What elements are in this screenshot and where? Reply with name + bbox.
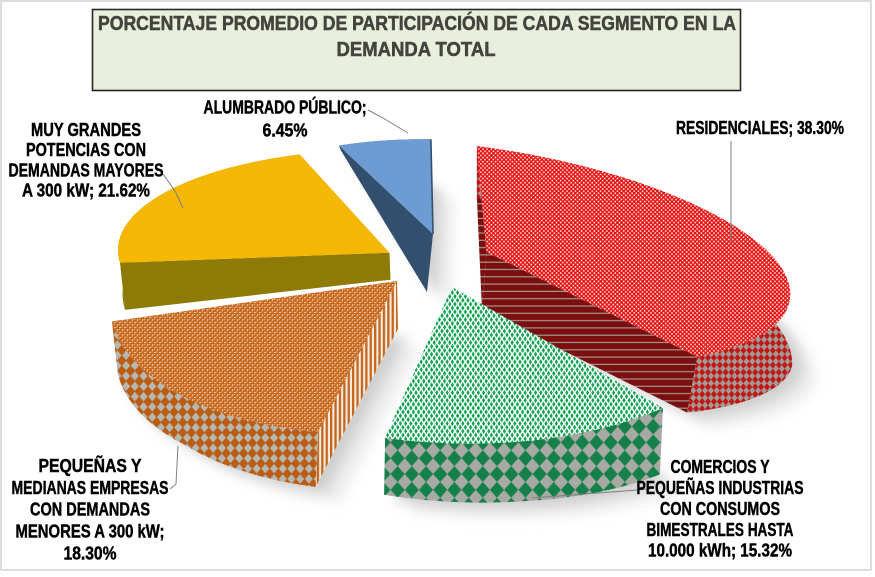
svg-text:POTENCIAS CON: POTENCIAS CON — [26, 140, 146, 160]
svg-text:6.45%: 6.45% — [263, 121, 308, 141]
svg-text:DEMANDA TOTAL: DEMANDA TOTAL — [337, 39, 496, 61]
svg-text:MENORES A 300 kW;: MENORES A 300 kW; — [16, 522, 165, 542]
svg-text:COMERCIOS Y: COMERCIOS Y — [671, 457, 770, 477]
svg-text:MEDIANAS EMPRESAS: MEDIANAS EMPRESAS — [12, 478, 169, 498]
svg-text:A 300 kW; 21.62%: A 300 kW; 21.62% — [22, 180, 150, 200]
svg-text:RESIDENCIALES; 38.30%: RESIDENCIALES; 38.30% — [676, 118, 844, 138]
svg-text:PEQUEÑAS Y: PEQUEÑAS Y — [39, 455, 142, 476]
svg-text:CON CONSUMOS: CON CONSUMOS — [660, 499, 780, 519]
svg-text:DEMANDAS MAYORES: DEMANDAS MAYORES — [9, 160, 164, 180]
svg-text:MUY GRANDES: MUY GRANDES — [31, 120, 141, 140]
svg-text:PEQUEÑAS INDUSTRIAS: PEQUEÑAS INDUSTRIAS — [637, 477, 804, 498]
svg-text:BIMESTRALES HASTA: BIMESTRALES HASTA — [647, 520, 794, 540]
svg-text:CON DEMANDAS: CON DEMANDAS — [30, 500, 150, 520]
svg-text:PORCENTAJE PROMEDIO DE PARTICI: PORCENTAJE PROMEDIO DE PARTICIPACIÓN DE … — [98, 11, 736, 35]
svg-text:18.30%: 18.30% — [64, 544, 117, 564]
svg-text:10.000 kWh; 15.32%: 10.000 kWh; 15.32% — [648, 541, 792, 561]
svg-text:ALUMBRADO PÚBLICO;: ALUMBRADO PÚBLICO; — [204, 97, 367, 118]
